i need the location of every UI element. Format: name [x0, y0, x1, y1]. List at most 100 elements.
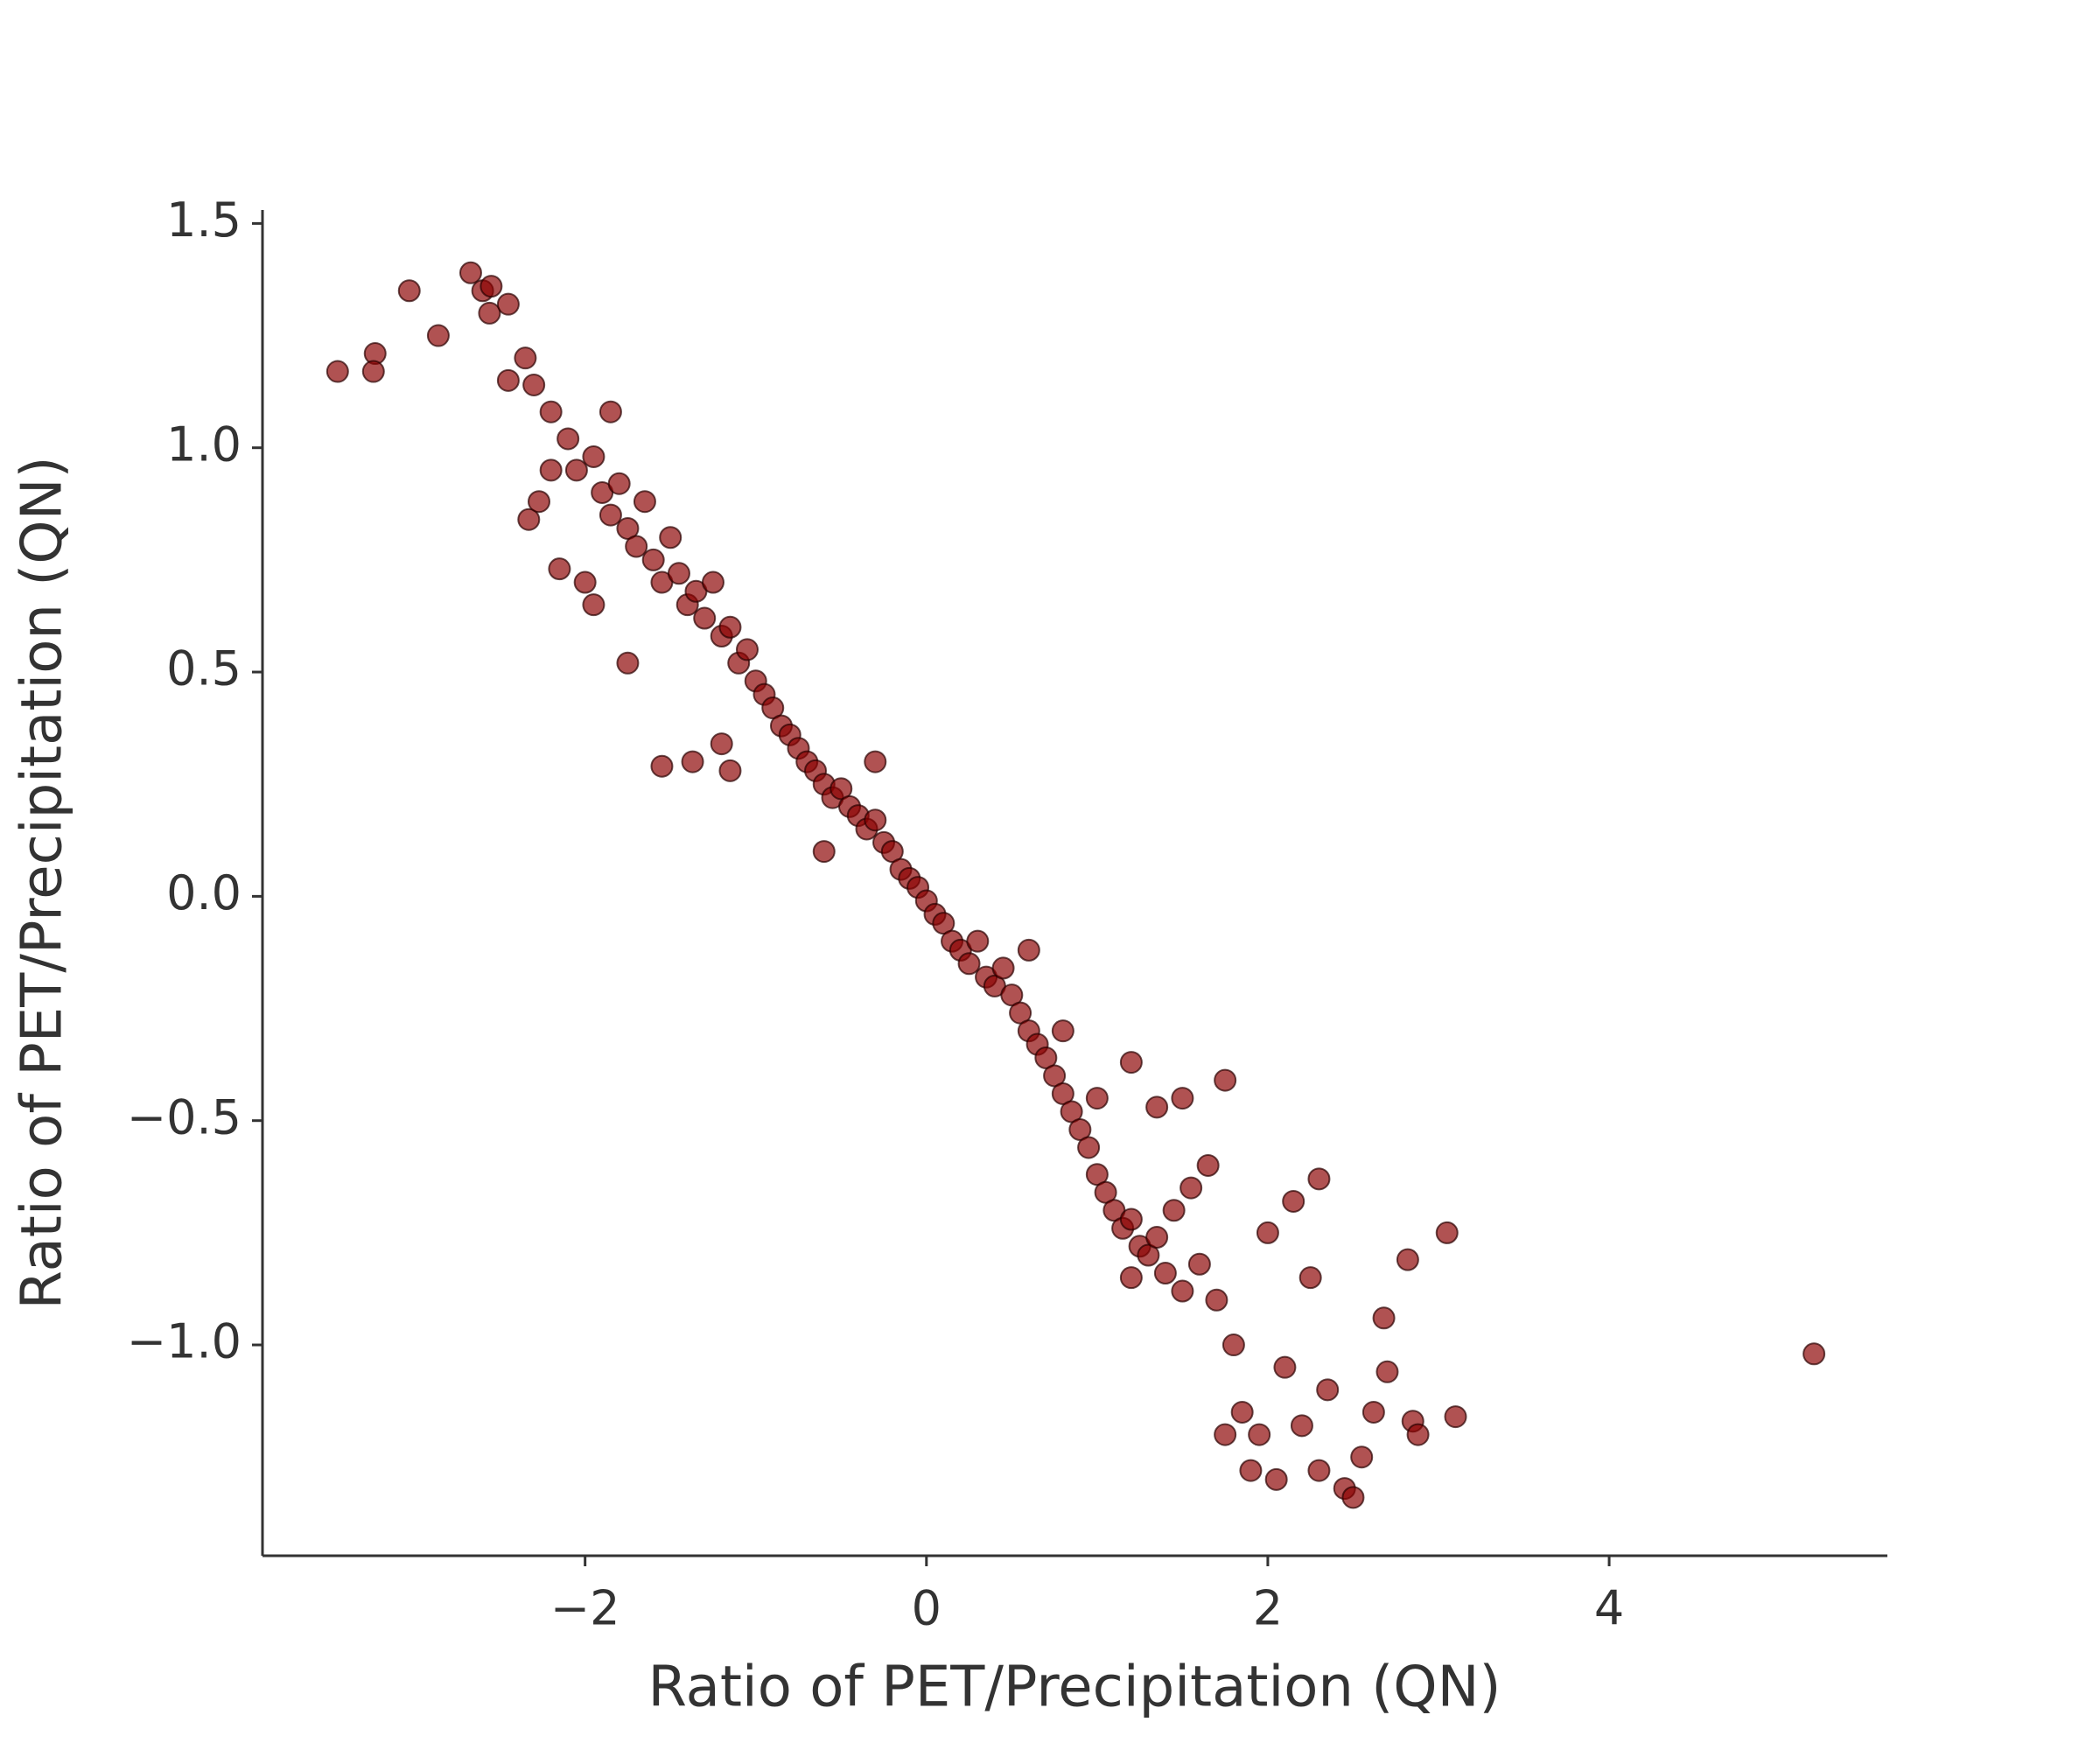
point	[496, 292, 520, 316]
point	[1307, 1459, 1331, 1482]
point	[1307, 1167, 1331, 1191]
point	[718, 759, 742, 782]
point	[1802, 1342, 1826, 1366]
point	[1264, 1467, 1288, 1491]
point	[1298, 1266, 1322, 1290]
point	[864, 750, 887, 774]
point	[616, 651, 640, 675]
y-tick-label: 0.5	[166, 641, 242, 696]
point	[1362, 1400, 1385, 1424]
point	[1290, 1414, 1313, 1438]
point	[1180, 1176, 1203, 1200]
y-tick-label: 0.0	[166, 865, 242, 920]
point	[957, 952, 981, 976]
y-tick-label: −1.0	[127, 1314, 242, 1369]
x-tick-label: 0	[912, 1581, 942, 1636]
point	[556, 427, 580, 451]
point	[426, 324, 450, 347]
point	[1406, 1423, 1430, 1446]
point	[539, 458, 563, 482]
point	[681, 750, 704, 774]
point	[650, 754, 674, 778]
point	[514, 346, 537, 370]
point	[607, 472, 631, 495]
point	[598, 503, 622, 527]
point	[1222, 1334, 1245, 1357]
point	[718, 615, 742, 639]
point	[1162, 1199, 1186, 1222]
point	[625, 535, 648, 558]
point	[735, 638, 759, 662]
point	[458, 261, 482, 284]
point	[1145, 1096, 1169, 1119]
point	[1316, 1378, 1340, 1402]
point	[864, 808, 887, 832]
point	[1196, 1153, 1220, 1177]
point	[1248, 1423, 1271, 1446]
point	[812, 840, 836, 864]
point	[1282, 1189, 1306, 1213]
point	[1256, 1221, 1279, 1244]
x-tick-label: −2	[550, 1581, 620, 1636]
point	[1230, 1400, 1254, 1424]
point	[397, 279, 421, 303]
point	[522, 373, 546, 396]
point	[1017, 938, 1040, 962]
point	[991, 956, 1015, 980]
point	[564, 458, 588, 482]
point	[528, 490, 551, 514]
point	[710, 732, 733, 756]
point	[1273, 1355, 1297, 1379]
point	[326, 360, 349, 383]
point	[480, 275, 503, 298]
point	[633, 490, 656, 514]
x-axis-label: Ratio of PET/Precipitation (QN)	[648, 1656, 1502, 1720]
point	[1239, 1459, 1263, 1482]
point	[548, 557, 571, 581]
point	[1214, 1068, 1237, 1092]
y-tick-label: 1.0	[166, 416, 242, 472]
point	[1214, 1423, 1237, 1446]
point	[1444, 1405, 1467, 1429]
point	[1145, 1226, 1169, 1250]
point	[1376, 1360, 1399, 1383]
point	[1372, 1306, 1396, 1330]
point	[659, 526, 682, 550]
point	[1153, 1262, 1177, 1285]
y-tick-label: −0.5	[127, 1089, 242, 1144]
point	[1171, 1087, 1194, 1110]
point	[1077, 1136, 1101, 1159]
x-tick-label: 4	[1594, 1581, 1624, 1636]
point	[582, 593, 606, 617]
point	[539, 400, 563, 424]
y-axis-label: Ratio of PET/Precipitation (QN)	[10, 457, 75, 1310]
point	[1435, 1221, 1459, 1244]
point	[478, 301, 501, 325]
x-tick-label: 2	[1253, 1581, 1283, 1636]
point	[1119, 1051, 1143, 1074]
point	[582, 444, 606, 468]
point	[496, 368, 520, 392]
point	[1205, 1288, 1228, 1312]
point	[1119, 1266, 1143, 1290]
point	[517, 508, 541, 531]
point	[693, 606, 717, 630]
point	[598, 400, 622, 424]
point	[1171, 1279, 1194, 1303]
point	[701, 570, 724, 594]
point	[573, 570, 597, 594]
point	[1119, 1208, 1143, 1231]
point	[1396, 1248, 1419, 1271]
point	[361, 360, 385, 383]
point	[1187, 1252, 1211, 1276]
point	[1350, 1446, 1374, 1469]
point	[641, 548, 665, 571]
point	[966, 929, 990, 953]
point	[667, 562, 690, 585]
point	[1085, 1087, 1109, 1110]
point	[1051, 1019, 1074, 1043]
point	[1341, 1486, 1365, 1509]
y-tick-label: 1.5	[166, 192, 242, 248]
